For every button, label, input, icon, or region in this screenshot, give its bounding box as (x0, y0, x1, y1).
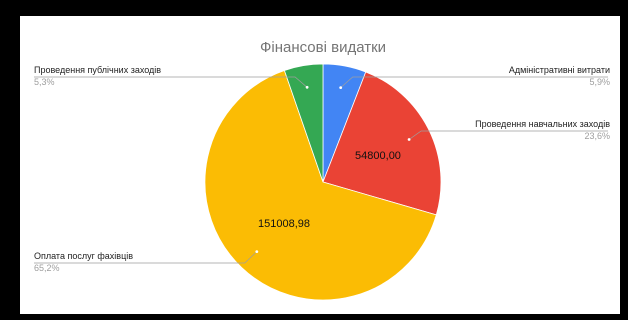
leader-line (408, 130, 608, 140)
slice-labels: Адміністративні витрати 5,9% Проведення на… (34, 65, 610, 273)
slice-data-label: 151008,98 (258, 218, 310, 230)
slice-percent: 5,9% (589, 77, 610, 87)
leader-dot (305, 85, 309, 89)
pie-slices (204, 63, 442, 301)
leader-dot (339, 86, 343, 89)
slice-percent: 5,3% (34, 77, 55, 87)
slice-percent: 65,2% (34, 263, 60, 273)
slice-label: Проведення публічних заходів (34, 65, 161, 75)
pie-slice-проведення-публічних-заходів (283, 63, 324, 183)
slice-label: Проведення навчальних заходів (475, 119, 610, 129)
pie-slice-проведення-навчальних-заходів (322, 71, 442, 216)
leader-lines (34, 76, 608, 264)
leader-dot (255, 250, 259, 254)
chart-canvas: Фінансові видатки Адміністративні витрат… (20, 16, 620, 314)
slice-label: Адміністративні витрати (509, 65, 610, 75)
slice-percent: 23,6% (584, 131, 610, 141)
leader-line (34, 251, 258, 264)
pie-slice-оплата-послуг-фахівців (204, 69, 437, 301)
slice-label: Оплата послуг фахівців (34, 251, 133, 261)
pie-chart: Фінансові видатки Адміністративні витрат… (34, 39, 610, 301)
leader-line (340, 76, 608, 88)
chart-title: Фінансові видатки (260, 39, 386, 56)
leader-dot (407, 138, 411, 141)
leader-line (34, 76, 308, 88)
slice-data-label: 54800,00 (355, 150, 401, 162)
